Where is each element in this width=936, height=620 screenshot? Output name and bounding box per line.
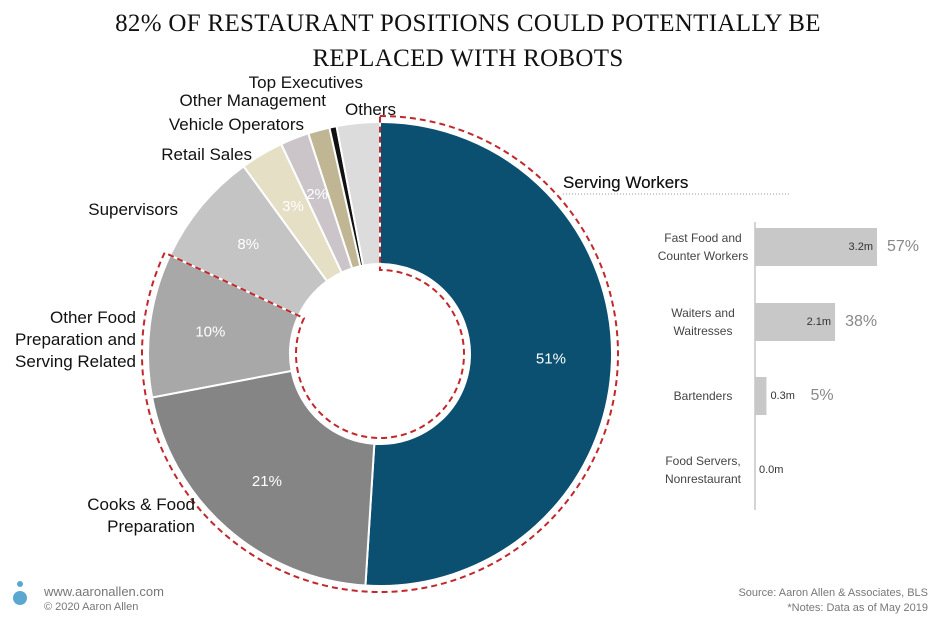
website: www.aaronallen.com: [44, 584, 164, 599]
bar-category: Fast Food and Counter Workers: [657, 231, 749, 263]
donut-slice: [364, 120, 614, 587]
bar: [755, 228, 877, 266]
slice-category: Serving Workers: [563, 173, 689, 192]
bar-share-label: 38%: [845, 313, 877, 330]
logo-head: [17, 581, 23, 587]
bar-value-label: 2.1m: [807, 316, 831, 328]
chart-title: 82% OF RESTAURANT POSITIONS COULD POTENT…: [115, 10, 821, 72]
logo: [13, 591, 27, 605]
note: *Notes: Data as of May 2019: [787, 602, 928, 614]
slice-category: Retail Sales: [161, 145, 252, 164]
donut-slice: [150, 369, 376, 587]
slice-label: 8%: [237, 236, 259, 253]
donut-slice: [335, 120, 381, 267]
slice-label: 2%: [306, 186, 328, 203]
slice-label: 3%: [282, 198, 304, 215]
slice-category: Supervisors: [88, 200, 178, 219]
slice-category: Others: [345, 100, 397, 119]
copyright: © 2020 Aaron Allen: [44, 601, 139, 613]
highlight-outline: [141, 114, 619, 593]
slice-label: 51%: [536, 350, 566, 367]
bar-value-label: 0.3m: [770, 390, 794, 402]
source: Source: Aaron Allen & Associates, BLS: [738, 587, 928, 599]
bar-share-label: 5%: [810, 387, 833, 404]
bar-share-label: 57%: [887, 238, 919, 255]
bar: [755, 303, 836, 341]
slice-label: 10%: [195, 324, 225, 341]
slice-category: Cooks & Food Preparation: [87, 495, 195, 536]
slice-category: Top Executives: [248, 73, 363, 92]
bar-category: Waiters and Waitresses: [671, 306, 735, 338]
bar-category: Food Servers, Nonrestaurant: [664, 454, 742, 486]
slice-category: Other Management: [179, 91, 326, 110]
slice-category: Other Food Preparation and Serving Relat…: [15, 308, 136, 371]
bar-chart-title: Serving Workers: [563, 173, 689, 192]
bar-value-label: 0.0m: [759, 464, 783, 476]
bar-value-label: 3.2m: [849, 241, 873, 253]
bar: [755, 377, 767, 415]
slice-category: Vehicle Operators: [168, 115, 304, 134]
bar-category: Bartenders: [673, 389, 733, 403]
slice-label: 21%: [252, 473, 282, 490]
